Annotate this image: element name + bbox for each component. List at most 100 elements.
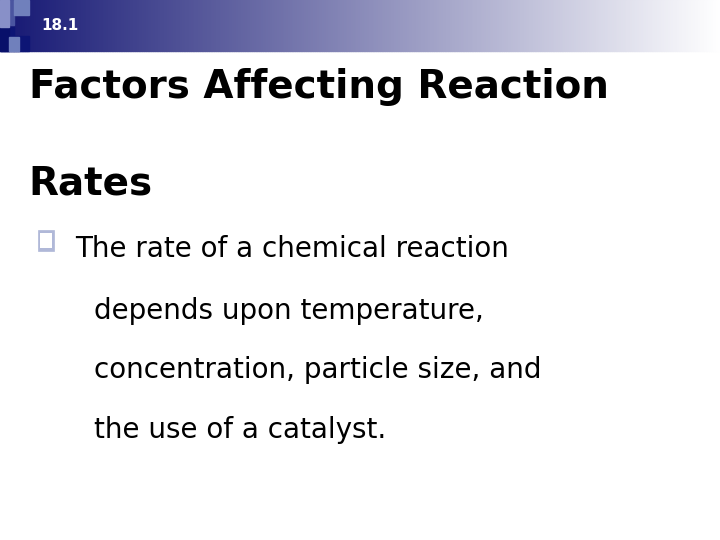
Bar	[508, 0, 510, 51]
Bar	[9, 37, 19, 51]
Bar	[268, 0, 270, 51]
Bar	[534, 0, 536, 51]
Bar	[89, 0, 90, 51]
Bar	[202, 0, 203, 51]
Bar	[359, 0, 360, 51]
Bar	[517, 0, 518, 51]
Bar	[704, 0, 706, 51]
Bar	[108, 0, 109, 51]
Bar	[614, 0, 616, 51]
Bar	[94, 0, 95, 51]
Bar	[337, 0, 338, 51]
Bar	[599, 0, 601, 51]
Bar	[475, 0, 477, 51]
Bar	[680, 0, 683, 51]
Bar	[32, 0, 35, 51]
Bar	[432, 0, 434, 51]
Bar	[302, 0, 304, 51]
Bar	[259, 0, 261, 51]
Bar	[452, 0, 454, 51]
Bar	[54, 0, 56, 51]
Bar	[0, 0, 1, 51]
Bar	[14, 0, 29, 15]
Bar	[330, 0, 331, 51]
Bar	[0, 0, 9, 26]
Bar	[639, 0, 641, 51]
Bar	[619, 0, 621, 51]
Bar	[65, 0, 66, 51]
Bar	[144, 0, 145, 51]
Bar	[295, 0, 297, 51]
Bar	[593, 0, 594, 51]
Bar	[114, 0, 115, 51]
Bar	[707, 0, 709, 51]
Bar	[265, 0, 266, 51]
Bar	[35, 0, 36, 51]
Bar	[128, 0, 130, 51]
Bar	[590, 0, 593, 51]
Bar	[157, 0, 158, 51]
Bar	[132, 0, 133, 51]
Bar	[486, 0, 488, 51]
Bar	[495, 0, 497, 51]
Bar	[567, 0, 569, 51]
Bar	[618, 0, 619, 51]
Bar	[95, 0, 97, 51]
Bar	[72, 0, 73, 51]
Bar	[344, 0, 346, 51]
Bar	[184, 0, 186, 51]
Bar	[649, 0, 652, 51]
Bar	[81, 0, 83, 51]
Bar	[78, 0, 79, 51]
Bar	[365, 0, 367, 51]
Bar	[279, 0, 281, 51]
Bar	[493, 0, 495, 51]
Bar	[623, 0, 625, 51]
Bar	[423, 0, 425, 51]
Bar	[585, 0, 587, 51]
Bar	[217, 0, 220, 51]
Bar	[288, 0, 289, 51]
Bar	[73, 0, 76, 51]
Bar	[86, 0, 88, 51]
Bar	[558, 0, 560, 51]
Bar	[469, 0, 472, 51]
Bar	[526, 0, 528, 51]
Bar	[102, 0, 104, 51]
Bar	[522, 0, 524, 51]
Bar	[529, 0, 531, 51]
Bar	[43, 0, 45, 51]
Bar	[323, 0, 324, 51]
Bar	[706, 0, 708, 51]
Bar	[666, 0, 668, 51]
Bar	[531, 0, 533, 51]
Bar	[497, 0, 498, 51]
Bar	[275, 0, 277, 51]
Bar	[371, 0, 373, 51]
Bar	[174, 0, 176, 51]
Bar	[90, 0, 92, 51]
Bar	[488, 0, 490, 51]
Bar	[378, 0, 380, 51]
Bar	[287, 0, 288, 51]
Bar	[153, 0, 155, 51]
Bar	[50, 0, 52, 51]
Bar	[68, 0, 71, 51]
Bar	[234, 0, 236, 51]
Bar	[138, 0, 140, 51]
Bar	[324, 0, 325, 51]
Bar	[374, 0, 376, 51]
Bar	[479, 0, 481, 51]
Bar	[97, 0, 99, 51]
Bar	[511, 0, 513, 51]
Bar	[462, 0, 464, 51]
Bar	[361, 0, 364, 51]
Bar	[315, 0, 317, 51]
Bar	[360, 0, 361, 51]
Bar	[145, 0, 148, 51]
Bar	[1, 0, 4, 51]
Bar	[266, 0, 268, 51]
Bar	[409, 0, 410, 51]
Bar	[180, 0, 181, 51]
Bar	[236, 0, 238, 51]
